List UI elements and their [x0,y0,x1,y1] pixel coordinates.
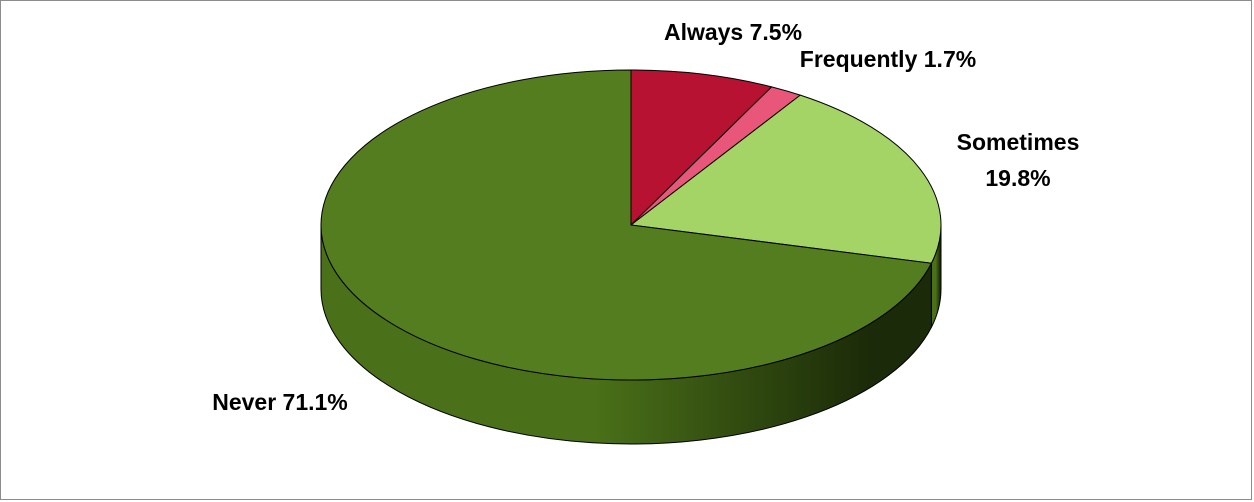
slice-label-never: Never 71.1% [212,389,348,415]
pie-slice-always [630,69,773,227]
slice-label-always: Always 7.5% [664,19,802,45]
pie-slice-sometimes [629,94,942,264]
slice-label-sometimes: Sometimes 19.8% [957,129,1080,191]
pie-slices [320,69,942,381]
slice-labels: Always 7.5%Frequently 1.7% Sometimes 19.8%… [212,19,1079,415]
slice-label-frequently: Frequently 1.7% [800,46,976,72]
pie-slice-never [320,69,933,381]
